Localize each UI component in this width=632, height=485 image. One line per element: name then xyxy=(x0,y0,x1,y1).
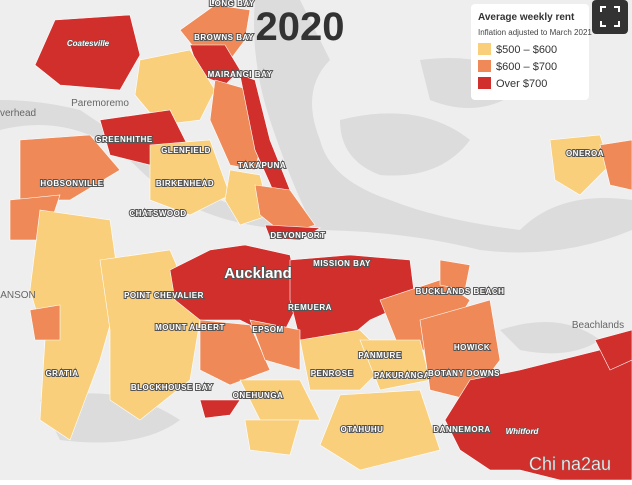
legend-subtitle: Inflation adjusted to March 2021 xyxy=(478,28,592,37)
legend: Average weekly rent Inflation adjusted t… xyxy=(471,4,592,100)
place-label: REMUERA xyxy=(288,303,332,312)
place-label: EPSOM xyxy=(252,325,283,334)
place-label: Auckland xyxy=(224,265,292,282)
fullscreen-background[interactable] xyxy=(592,0,628,34)
place-label: GREENHITHE xyxy=(95,135,153,144)
fullscreen-icon[interactable] xyxy=(600,6,620,27)
fullscreen-button[interactable] xyxy=(592,0,628,34)
rent-regions xyxy=(9,4,632,481)
place-label: LONG BAY xyxy=(209,0,255,8)
place-label: DEVONPORT xyxy=(270,231,325,240)
place-label: BROWNS BAY xyxy=(194,33,254,42)
place-label: ANSON xyxy=(0,290,36,301)
place-label: MISSION BAY xyxy=(313,259,371,268)
legend-items: $500 – $600 $600 – $700 Over $700 xyxy=(478,43,557,90)
place-label: MAIRANGI BAY xyxy=(208,70,273,79)
place-label: CHATSWOOD xyxy=(129,209,186,218)
watermark: Chi na2au xyxy=(529,454,611,474)
place-label: MOUNT ALBERT xyxy=(155,323,225,332)
legend-swatch xyxy=(478,77,491,89)
legend-swatch xyxy=(478,43,491,55)
place-label: HOWICK xyxy=(454,343,490,352)
place-label: OTAHUHU xyxy=(341,425,384,434)
place-label: GRATIA xyxy=(45,369,78,378)
place-label: HOBSONVILLE xyxy=(40,179,103,188)
place-label: BIRKENHEAD xyxy=(156,179,214,188)
place-label: PANMURE xyxy=(358,351,402,360)
legend-box xyxy=(471,4,589,100)
legend-swatch xyxy=(478,60,491,72)
place-label: TAKAPUNA xyxy=(238,161,286,170)
place-label: ONEHUNGA xyxy=(233,391,284,400)
legend-label: $600 – $700 xyxy=(496,61,557,73)
place-label: DANNEMORA xyxy=(433,425,490,434)
map-title: 2020 xyxy=(256,5,345,49)
legend-title: Average weekly rent xyxy=(478,12,575,23)
place-label: BUCKLANDS BEACH xyxy=(416,287,505,296)
place-label: Whitford xyxy=(506,427,540,436)
legend-label: $500 – $600 xyxy=(496,44,557,56)
place-label: Coatesville xyxy=(67,39,110,48)
place-label: ONEROA xyxy=(566,149,604,158)
place-label: verhead xyxy=(0,108,36,119)
place-label: BOTANY DOWNS xyxy=(428,369,500,378)
legend-label: Over $700 xyxy=(496,78,547,90)
place-label: PAKURANGA xyxy=(374,371,430,380)
place-label: PENROSE xyxy=(311,369,354,378)
place-label: BLOCKHOUSE BAY xyxy=(131,383,213,392)
place-label: GLENFIELD xyxy=(161,146,211,155)
place-label: POINT CHEVALIER xyxy=(124,291,204,300)
place-labels: Coatesville LONG BAY Paremoremo BROWNS BAY M… xyxy=(0,0,624,437)
place-label: Paremoremo xyxy=(71,98,129,109)
place-label: Beachlands xyxy=(572,320,624,331)
